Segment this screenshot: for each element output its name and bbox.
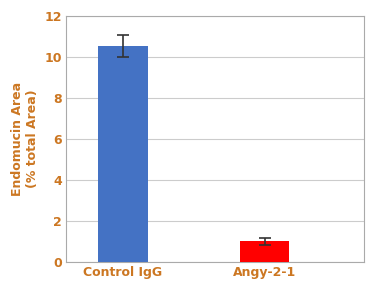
Bar xyxy=(240,241,290,262)
Y-axis label: Endomucin Area
(% total Area): Endomucin Area (% total Area) xyxy=(11,82,39,196)
Bar xyxy=(98,46,148,262)
